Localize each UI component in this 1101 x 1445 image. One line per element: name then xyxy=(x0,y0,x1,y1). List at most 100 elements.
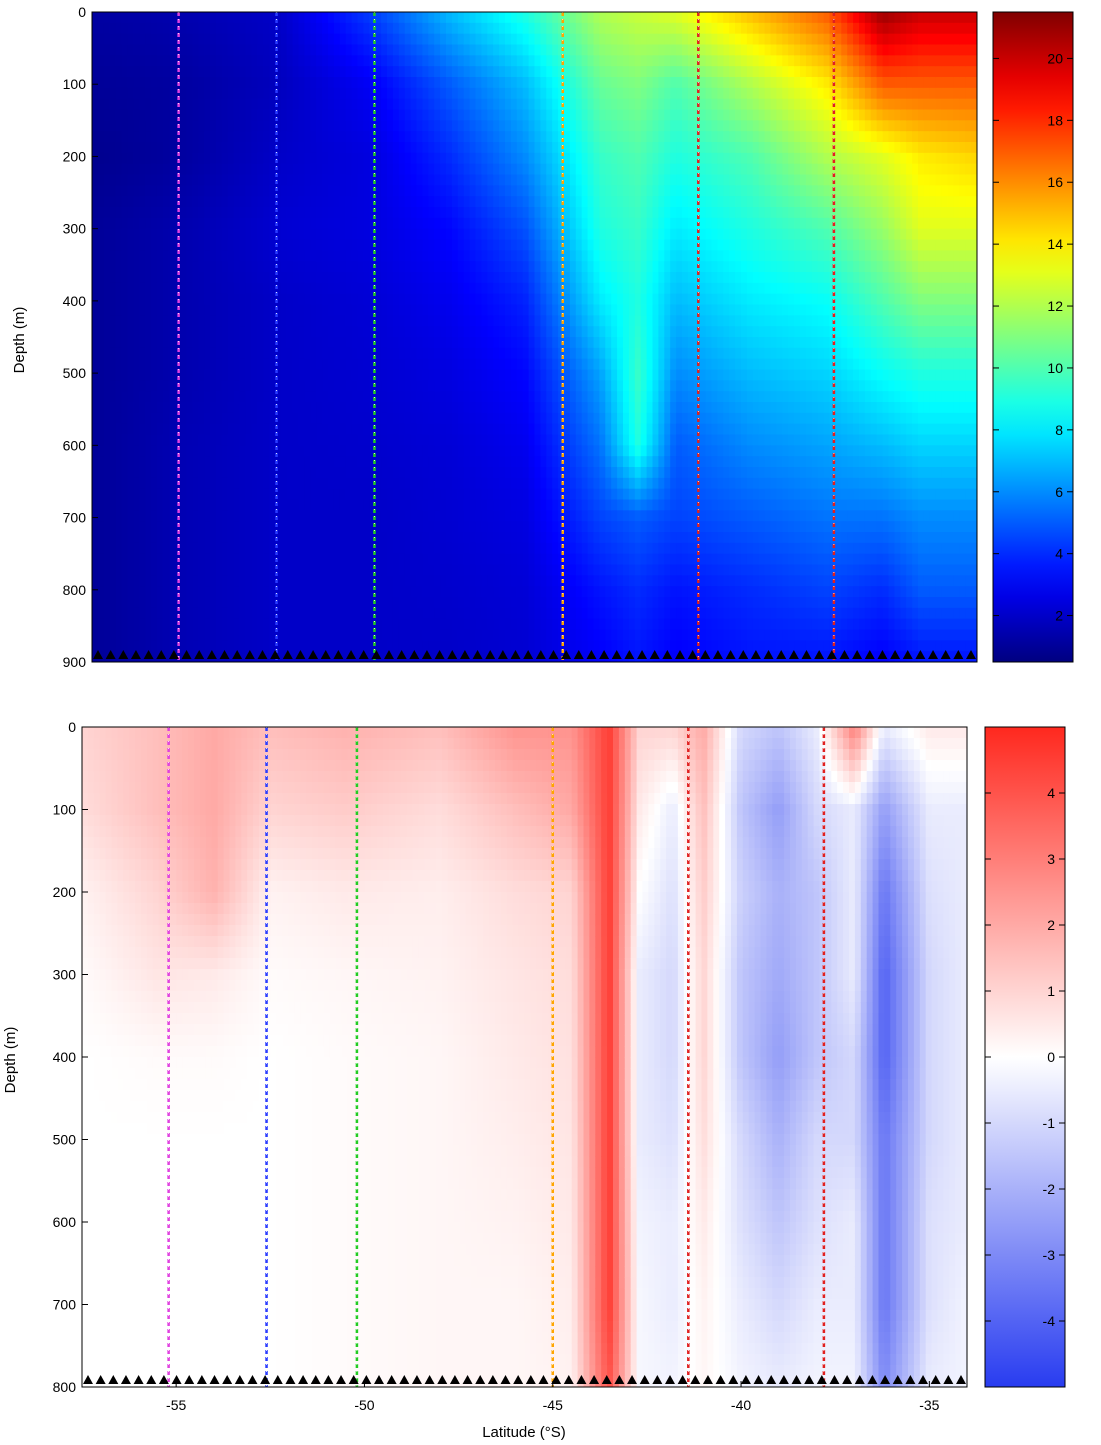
heatmap-cell xyxy=(274,575,282,587)
heatmap-cell xyxy=(510,607,518,620)
heatmap-cell xyxy=(280,272,288,284)
heatmap-cell xyxy=(263,488,270,501)
heatmap-cell xyxy=(263,586,270,598)
heatmap-cell xyxy=(233,196,241,208)
heatmap-cell xyxy=(457,185,465,197)
heatmap-cell xyxy=(481,369,488,381)
heatmap-cell xyxy=(528,369,536,381)
heatmap-cell xyxy=(422,207,429,219)
heatmap-cell xyxy=(446,315,453,327)
heatmap-cell xyxy=(440,564,447,576)
heatmap-cell xyxy=(204,564,211,576)
heatmap-cell xyxy=(174,304,182,316)
heatmap-cell xyxy=(251,597,258,609)
heatmap-cell xyxy=(392,499,400,511)
heatmap-cell xyxy=(121,402,128,414)
heatmap-cell xyxy=(422,293,429,306)
heatmap-cell xyxy=(298,217,305,230)
heatmap-cell xyxy=(398,586,406,598)
heatmap-cell xyxy=(528,250,536,262)
heatmap-cell xyxy=(292,477,300,490)
heatmap-cell xyxy=(540,142,547,154)
heatmap-cell xyxy=(133,488,140,501)
heatmap-cell xyxy=(410,228,418,241)
heatmap-cell xyxy=(162,44,170,56)
heatmap-cell xyxy=(97,196,105,208)
heatmap-cell xyxy=(239,651,246,662)
heatmap-cell xyxy=(564,499,571,511)
heatmap-cell xyxy=(304,402,311,414)
heatmap-cell xyxy=(304,304,311,316)
heatmap-cell xyxy=(381,434,388,446)
heatmap-cell xyxy=(351,272,359,284)
heatmap-cell xyxy=(168,12,176,24)
heatmap-cell xyxy=(192,423,199,436)
heatmap-cell xyxy=(481,22,488,35)
heatmap-cell xyxy=(304,369,311,381)
heatmap-cell xyxy=(392,597,400,609)
heatmap-cell xyxy=(227,304,235,316)
heatmap-cell xyxy=(322,207,329,219)
heatmap-cell xyxy=(440,261,447,273)
heatmap-cell xyxy=(564,434,571,446)
heatmap-cell xyxy=(404,250,412,262)
heatmap-cell xyxy=(463,423,471,436)
heatmap-cell xyxy=(286,532,294,544)
heatmap-cell xyxy=(375,33,382,46)
heatmap-cell xyxy=(180,152,187,165)
heatmap-cell xyxy=(227,142,235,154)
heatmap-cell xyxy=(540,337,547,349)
heatmap-cell xyxy=(345,423,353,436)
heatmap-cell xyxy=(404,282,412,295)
heatmap-cell xyxy=(263,196,270,208)
heatmap-cell xyxy=(581,142,589,154)
heatmap-cell xyxy=(162,98,170,111)
heatmap-cell xyxy=(310,98,317,111)
heatmap-cell xyxy=(569,423,577,436)
heatmap-cell xyxy=(133,553,140,566)
heatmap-cell xyxy=(416,456,423,468)
heatmap-cell xyxy=(558,239,565,251)
heatmap-cell xyxy=(457,33,465,46)
heatmap-cell xyxy=(564,412,571,425)
heatmap-cell xyxy=(534,456,541,468)
heatmap-cell xyxy=(286,261,294,273)
heatmap-cell xyxy=(245,521,252,533)
heatmap-cell xyxy=(351,33,359,46)
heatmap-cell xyxy=(475,304,482,316)
heatmap-cell xyxy=(333,467,341,479)
heatmap-cell xyxy=(292,152,300,165)
heatmap-cell xyxy=(168,369,176,381)
heatmap-cell xyxy=(298,152,305,165)
heatmap-cell xyxy=(404,304,412,316)
heatmap-cell xyxy=(186,142,193,154)
heatmap-cell xyxy=(109,239,117,251)
heatmap-cell xyxy=(127,629,134,641)
heatmap-cell xyxy=(210,304,217,316)
heatmap-cell xyxy=(564,12,571,24)
heatmap-cell xyxy=(487,445,494,457)
heatmap-cell xyxy=(451,217,459,230)
heatmap-cell xyxy=(239,131,246,143)
heatmap-cell xyxy=(398,55,406,67)
heatmap-cell xyxy=(304,77,311,89)
heatmap-cell xyxy=(475,228,482,241)
heatmap-cell xyxy=(345,640,353,652)
heatmap-cell xyxy=(121,152,128,165)
heatmap-cell xyxy=(304,12,311,24)
heatmap-cell xyxy=(434,391,441,403)
heatmap-cell xyxy=(475,109,482,121)
heatmap-cell xyxy=(174,488,182,501)
heatmap-cell xyxy=(215,445,223,457)
heatmap-cell xyxy=(363,640,370,652)
heatmap-cell xyxy=(245,282,252,295)
heatmap-cell xyxy=(493,532,500,544)
heatmap-cell xyxy=(103,174,111,186)
heatmap-cell xyxy=(469,629,477,641)
heatmap-cell xyxy=(198,510,205,522)
heatmap-cell xyxy=(363,467,370,479)
heatmap-cell xyxy=(198,542,205,555)
heatmap-cell xyxy=(481,618,488,631)
heatmap-cell xyxy=(151,380,158,392)
heatmap-cell xyxy=(516,412,524,425)
